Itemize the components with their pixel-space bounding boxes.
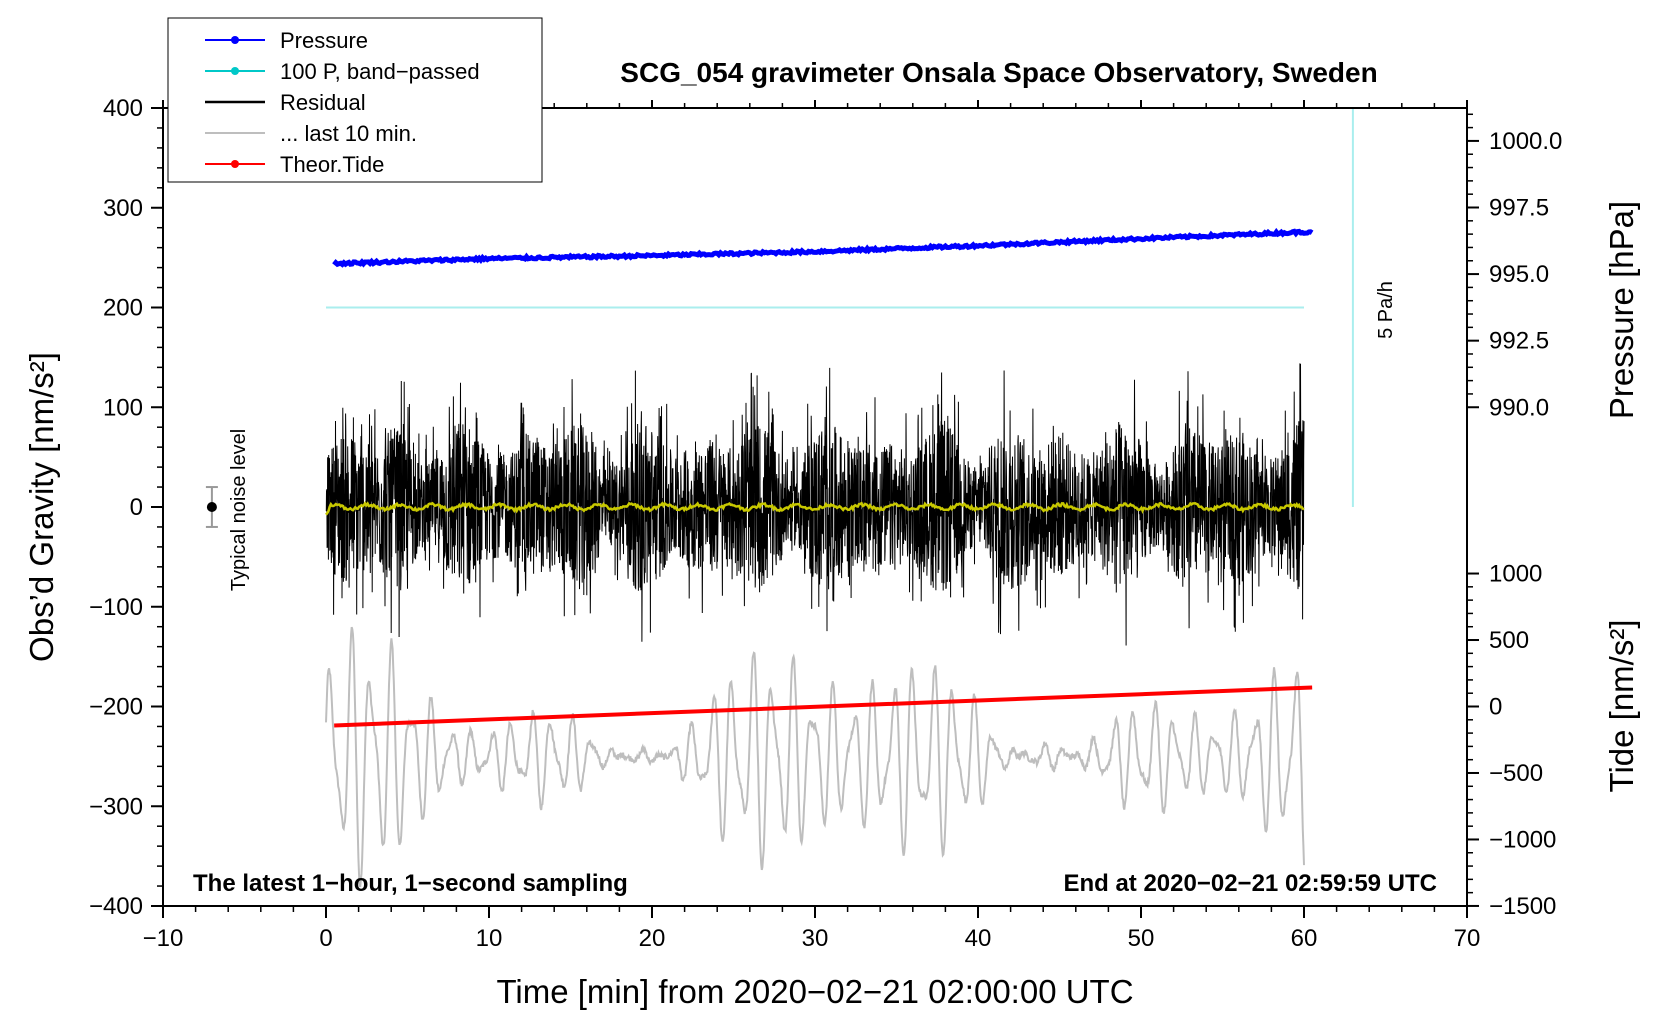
y-axis-left-title: Obs’d Gravity [nm/s²]	[23, 352, 60, 662]
y-tick-label: 200	[103, 295, 143, 322]
x-tick-label: 30	[802, 925, 829, 952]
x-tick-label: 70	[1454, 925, 1481, 952]
tide-tick-label: −1500	[1489, 893, 1556, 920]
series-pressure	[332, 227, 1314, 268]
data-series-layer	[205, 108, 1354, 888]
legend-label: ... last 10 min.	[280, 121, 417, 146]
legend-entries: Pressure 100 P, band−passed Residual ... la…	[205, 28, 480, 177]
y-tick-label: 300	[103, 195, 143, 222]
tide-tick-label: 0	[1489, 694, 1502, 721]
legend: Pressure 100 P, band−passed Residual ... la…	[167, 17, 543, 183]
y-tick-label: −100	[89, 594, 143, 621]
x-tick-label: 60	[1291, 925, 1318, 952]
x-tick-label: 40	[965, 925, 992, 952]
y-tick-label: 0	[130, 494, 143, 521]
series-last-10-min	[325, 626, 1305, 888]
chart-title: SCG_054 gravimeter Onsala Space Observat…	[620, 57, 1377, 88]
pressure-axis: 990.0 992.5 995.0 997.5 1000.0	[1467, 113, 1562, 421]
series-theor-tide	[334, 685, 1313, 728]
end-time-note: End at 2020−02−21 02:59:59 UTC	[1063, 870, 1437, 897]
x-tick-label: 10	[476, 925, 503, 952]
pressure-tick-label: 990.0	[1489, 394, 1549, 421]
x-tick-label: 0	[319, 925, 332, 952]
tide-axis-title: Tide [nm/s²]	[1603, 620, 1640, 793]
pressure-axis-title: Pressure [hPa]	[1603, 201, 1640, 419]
y-tick-label: 100	[103, 394, 143, 421]
y-axis-left: −400 −300 −200 −100 0 100 200 300 400	[89, 95, 163, 920]
pressure-tick-label: 1000.0	[1489, 128, 1562, 155]
x-tick-label: 20	[639, 925, 666, 952]
sampling-note: The latest 1−hour, 1−second sampling	[193, 870, 628, 897]
pressure-tick-label: 992.5	[1489, 328, 1549, 355]
noise-level-dot	[206, 502, 217, 512]
legend-label: Pressure	[280, 28, 368, 53]
x-axis-title: Time [min] from 2020−02−21 02:00:00 UTC	[496, 973, 1133, 1010]
x-tick-label: 50	[1128, 925, 1155, 952]
y-tick-label: −200	[89, 694, 143, 721]
series-residual-smoothed	[325, 500, 1305, 516]
y-tick-label: 400	[103, 95, 143, 122]
legend-marker	[231, 160, 239, 168]
legend-marker	[231, 36, 239, 44]
legend-marker	[231, 67, 239, 75]
legend-label: Theor.Tide	[280, 152, 384, 177]
pressure-tick-label: 995.0	[1489, 261, 1549, 288]
tide-tick-label: −500	[1489, 760, 1543, 787]
tide-tick-label: −1000	[1489, 826, 1556, 853]
legend-box	[167, 17, 543, 183]
rate-bar-label: 5 Pa/h	[1375, 281, 1397, 339]
legend-label: Residual	[280, 90, 366, 115]
tide-axis: −1500 −1000 −500 0 500 1000	[1467, 561, 1556, 920]
tide-tick-label: 500	[1489, 627, 1529, 654]
y-tick-label: −300	[89, 793, 143, 820]
pressure-tick-label: 997.5	[1489, 195, 1549, 222]
legend-label: 100 P, band−passed	[280, 59, 480, 84]
tide-tick-label: 1000	[1489, 561, 1542, 588]
y-tick-label: −400	[89, 893, 143, 920]
x-tick-label: −10	[143, 925, 184, 952]
noise-level-label: Typical noise level	[228, 429, 250, 591]
